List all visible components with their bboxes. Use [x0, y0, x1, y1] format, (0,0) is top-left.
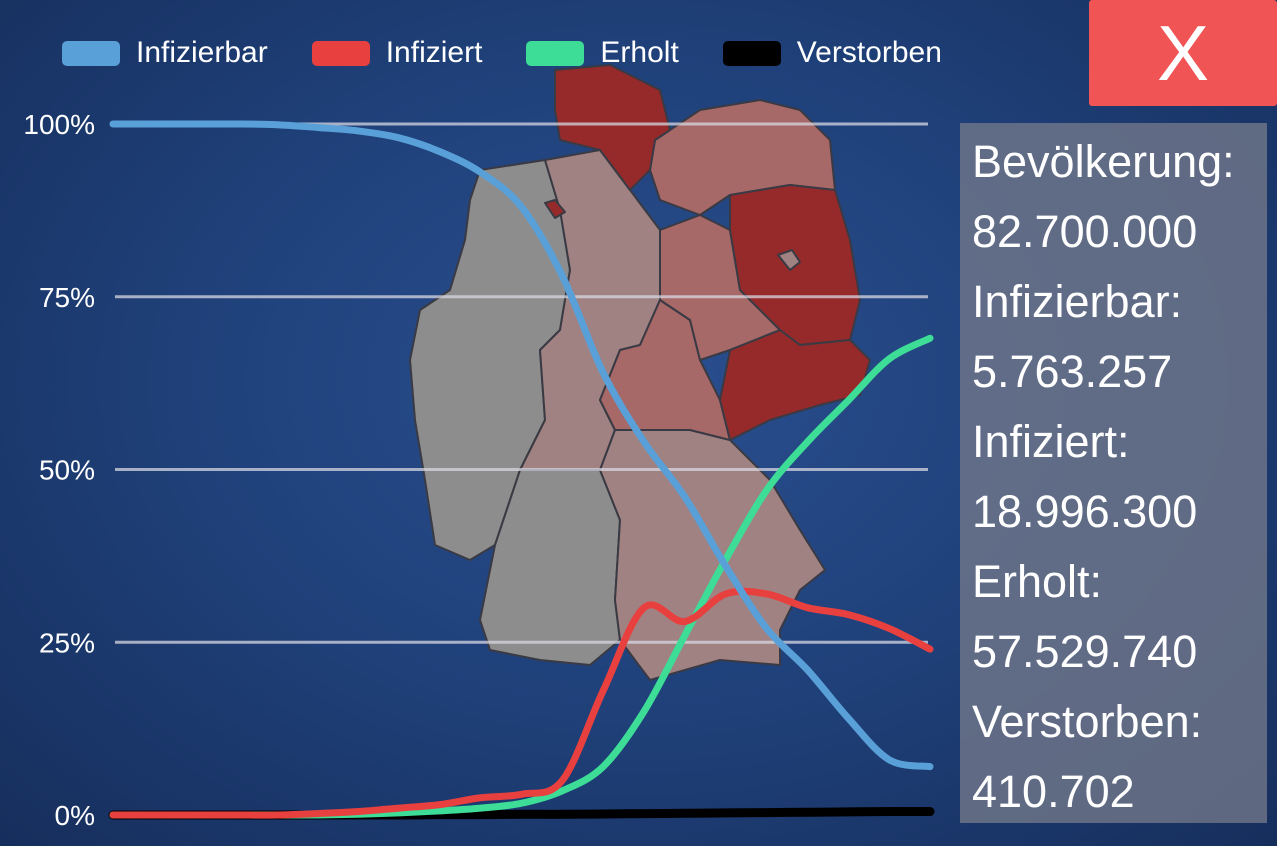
y-tick-label: 25%	[39, 627, 95, 658]
legend-label: Verstorben	[796, 36, 942, 69]
map-region-north[interactable]	[554, 64, 671, 191]
infiziert-value: 18.996.300	[972, 486, 1198, 537]
chart-legend: Infizierbar Infiziert Erholt Verstorben	[62, 36, 986, 70]
legend-label: Erholt	[600, 36, 679, 69]
legend-item: Verstorben	[722, 36, 942, 70]
legend-item: Infiziert	[311, 36, 483, 70]
close-button[interactable]: X	[1089, 0, 1277, 106]
close-icon: X	[1156, 9, 1210, 97]
legend-label: Infizierbar	[136, 36, 268, 69]
map-region-saxony[interactable]	[719, 329, 871, 441]
y-tick-label: 50%	[39, 455, 95, 486]
series-line-infizierbar	[109, 120, 934, 771]
legend-item: Infizierbar	[62, 36, 268, 70]
infiziert-label: Infiziert:	[972, 416, 1130, 467]
map-region-bremen[interactable]	[544, 199, 566, 219]
erholt-value: 57.529.740	[972, 626, 1198, 677]
chart-series	[108, 120, 935, 820]
infizierbar-value: 5.763.257	[972, 346, 1173, 397]
y-tick-label: 0%	[55, 800, 95, 831]
map-region-berlin[interactable]	[777, 249, 801, 271]
population-value: 82.700.000	[972, 206, 1198, 257]
legend-swatch	[311, 40, 370, 66]
population-label: Bevölkerung:	[972, 136, 1235, 187]
verstorben-label: Verstorben:	[972, 696, 1203, 747]
verstorben-value: 410.702	[972, 766, 1135, 817]
statistics-panel: Bevölkerung: 82.700.000 Infizierbar: 5.7…	[960, 123, 1267, 823]
legend-item: Erholt	[526, 36, 679, 70]
erholt-label: Erholt:	[972, 556, 1103, 607]
y-tick-label: 75%	[39, 282, 95, 313]
legend-swatch	[722, 40, 781, 66]
y-tick-label: 100%	[23, 109, 95, 140]
chart-y-axis: 100% 75% 50% 25% 0%	[23, 109, 95, 831]
germany-map	[409, 64, 871, 681]
series-line-infiziert	[109, 587, 934, 819]
infizierbar-label: Infizierbar:	[972, 276, 1183, 327]
legend-swatch	[62, 40, 120, 66]
legend-swatch	[526, 40, 585, 66]
legend-label: Infiziert	[385, 36, 483, 69]
